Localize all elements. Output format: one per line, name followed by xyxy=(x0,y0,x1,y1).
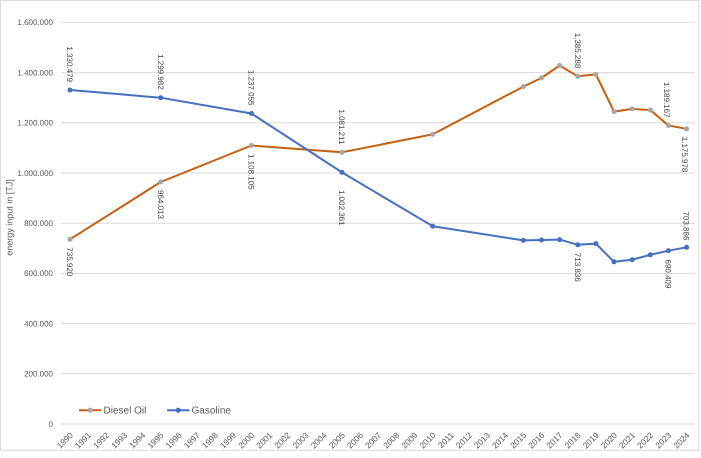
svg-text:1.299.982: 1.299.982 xyxy=(156,54,165,90)
svg-text:600.000: 600.000 xyxy=(24,269,53,278)
svg-text:Diesel Oil: Diesel Oil xyxy=(104,406,147,417)
svg-text:800.000: 800.000 xyxy=(24,219,53,228)
svg-text:1.385.288: 1.385.288 xyxy=(573,33,582,69)
svg-text:1.200.000: 1.200.000 xyxy=(17,119,53,128)
svg-text:400.000: 400.000 xyxy=(24,319,53,328)
svg-text:1.081.211: 1.081.211 xyxy=(337,109,346,145)
svg-text:1.002.361: 1.002.361 xyxy=(337,190,346,226)
svg-text:713.836: 713.836 xyxy=(573,253,582,282)
svg-text:1.400.000: 1.400.000 xyxy=(17,68,53,77)
svg-text:0: 0 xyxy=(49,420,54,429)
svg-text:1.189.167: 1.189.167 xyxy=(662,82,671,118)
svg-text:1.237.055: 1.237.055 xyxy=(247,70,256,106)
svg-text:703.886: 703.886 xyxy=(682,212,691,241)
svg-text:200.000: 200.000 xyxy=(24,370,53,379)
svg-text:964.013: 964.013 xyxy=(156,190,165,219)
svg-text:1.000.000: 1.000.000 xyxy=(17,169,53,178)
svg-text:735.920: 735.920 xyxy=(65,247,74,276)
svg-text:690.409: 690.409 xyxy=(664,260,673,289)
svg-text:1.330.479: 1.330.479 xyxy=(65,46,74,82)
svg-text:1.175.978: 1.175.978 xyxy=(680,137,689,173)
svg-text:1.600.000: 1.600.000 xyxy=(17,18,53,27)
svg-text:Gasoline: Gasoline xyxy=(192,406,232,417)
svg-text:1.108.105: 1.108.105 xyxy=(247,154,256,190)
svg-text:energy input in [TJ]: energy input in [TJ] xyxy=(4,179,14,256)
